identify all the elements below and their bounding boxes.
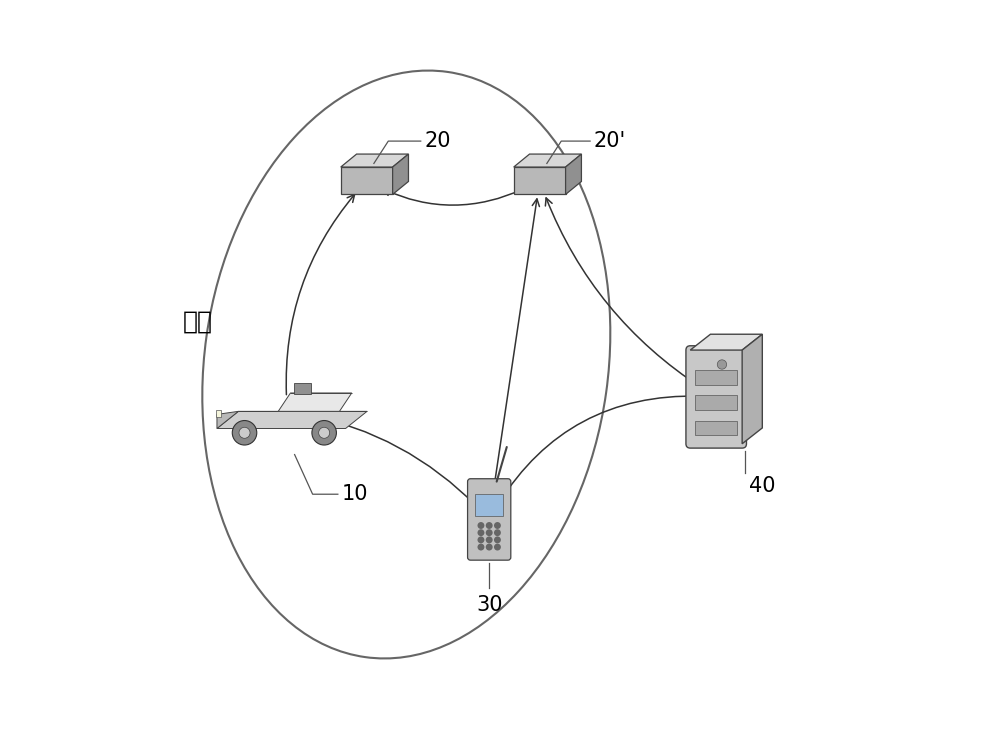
FancyBboxPatch shape <box>686 346 746 448</box>
Bar <box>216 410 221 418</box>
Polygon shape <box>514 167 566 195</box>
Text: 10: 10 <box>341 484 368 504</box>
Text: 30: 30 <box>476 595 502 615</box>
Text: 20: 20 <box>424 131 451 151</box>
Circle shape <box>477 544 484 550</box>
Polygon shape <box>278 393 352 411</box>
Polygon shape <box>393 154 408 195</box>
Circle shape <box>477 522 484 529</box>
Circle shape <box>494 544 501 550</box>
FancyArrowPatch shape <box>499 396 700 504</box>
Polygon shape <box>341 167 393 195</box>
Circle shape <box>494 537 501 543</box>
FancyArrowPatch shape <box>383 188 525 205</box>
Circle shape <box>486 544 493 550</box>
Bar <box>695 421 737 435</box>
Circle shape <box>486 529 493 536</box>
Bar <box>695 370 737 385</box>
Circle shape <box>477 537 484 543</box>
Circle shape <box>494 522 501 529</box>
Text: 盲区: 盲区 <box>182 309 212 333</box>
Circle shape <box>494 529 501 536</box>
Bar <box>475 494 503 516</box>
Bar <box>695 396 737 410</box>
FancyArrowPatch shape <box>286 195 355 394</box>
Circle shape <box>319 427 330 438</box>
Circle shape <box>477 529 484 536</box>
Circle shape <box>717 360 727 369</box>
Circle shape <box>239 427 250 438</box>
Polygon shape <box>690 334 762 350</box>
Circle shape <box>486 522 493 529</box>
Circle shape <box>312 421 336 445</box>
FancyArrowPatch shape <box>306 413 478 507</box>
Circle shape <box>232 421 257 445</box>
Circle shape <box>486 537 493 543</box>
FancyBboxPatch shape <box>468 479 511 560</box>
FancyArrowPatch shape <box>492 199 539 503</box>
Text: 20': 20' <box>594 131 626 151</box>
Polygon shape <box>514 154 581 167</box>
Polygon shape <box>217 411 367 429</box>
Polygon shape <box>742 334 762 444</box>
Polygon shape <box>217 411 238 429</box>
Polygon shape <box>566 154 581 195</box>
Polygon shape <box>341 154 408 167</box>
FancyArrowPatch shape <box>545 198 702 388</box>
Bar <box>294 383 311 394</box>
Text: 40: 40 <box>749 476 775 496</box>
